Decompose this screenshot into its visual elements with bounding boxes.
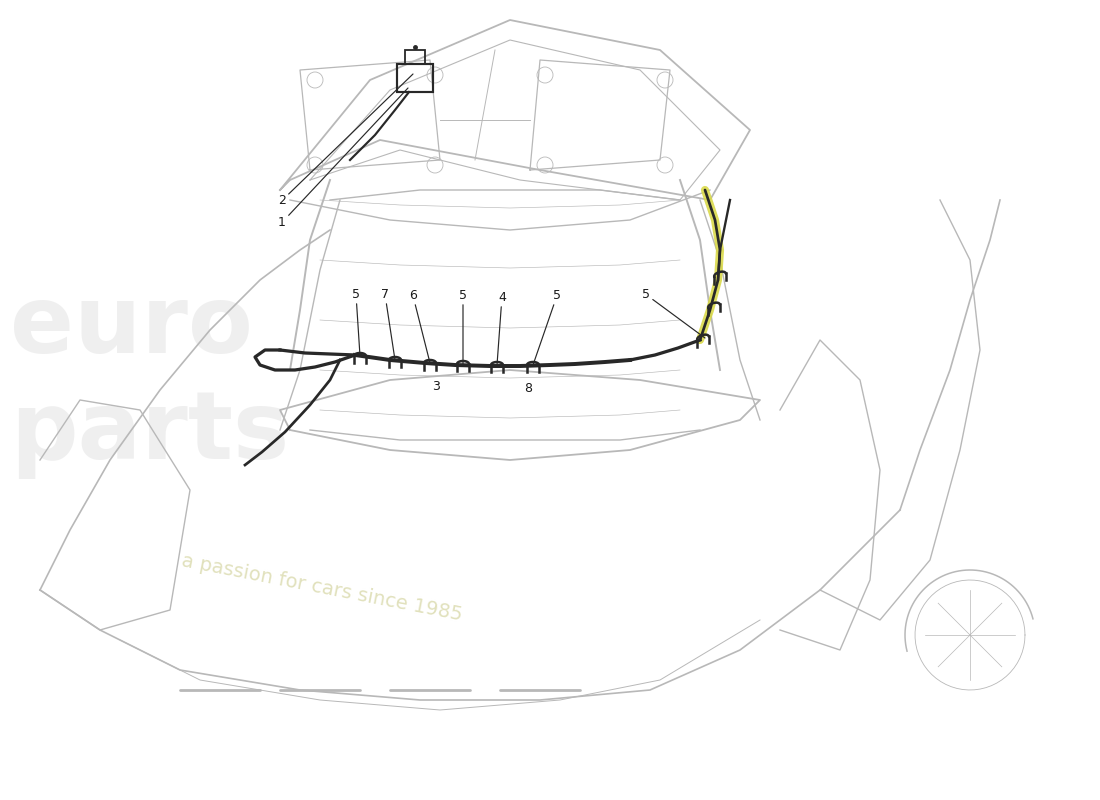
Text: 2: 2 bbox=[278, 74, 412, 207]
Text: 7: 7 bbox=[381, 288, 395, 360]
Text: euro
parts: euro parts bbox=[10, 281, 289, 479]
Text: 4: 4 bbox=[497, 291, 506, 365]
Bar bbox=[405, 50, 425, 64]
Text: 8: 8 bbox=[524, 382, 532, 395]
Text: a passion for cars since 1985: a passion for cars since 1985 bbox=[180, 551, 464, 624]
Text: 5: 5 bbox=[459, 289, 468, 364]
Text: 6: 6 bbox=[409, 289, 430, 363]
Text: 5: 5 bbox=[534, 289, 561, 365]
Text: 5: 5 bbox=[352, 288, 360, 356]
Text: 1: 1 bbox=[278, 88, 408, 229]
Bar bbox=[397, 64, 433, 92]
Text: 5: 5 bbox=[642, 288, 705, 338]
Text: 3: 3 bbox=[432, 380, 440, 393]
